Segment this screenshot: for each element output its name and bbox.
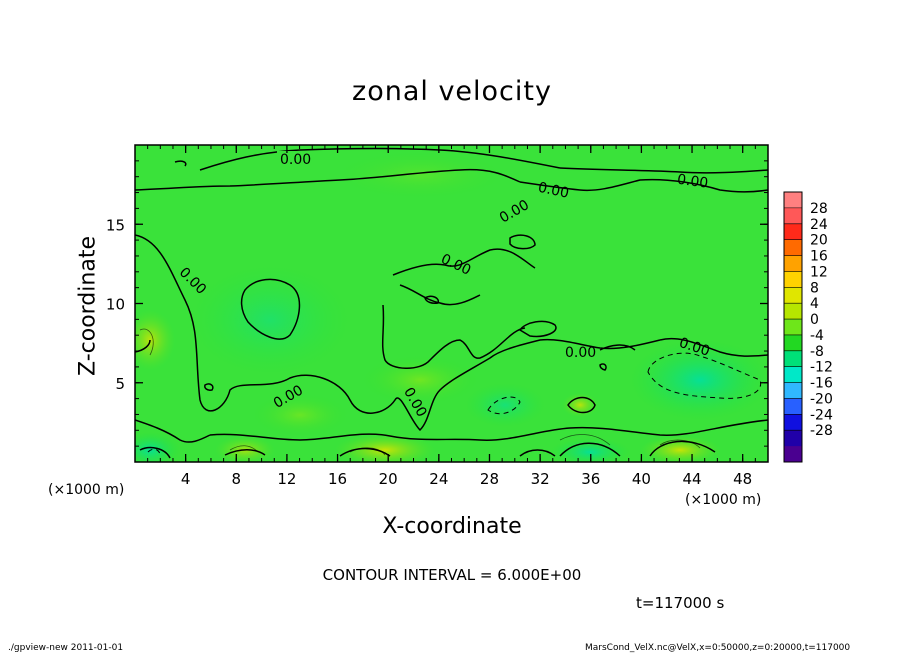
y-tick-label: 5 (115, 375, 125, 393)
colorbar-label: -8 (810, 344, 824, 360)
contour-label: 0.00 (676, 172, 709, 192)
colorbar-swatch (784, 192, 802, 209)
x-tick-label: 4 (181, 470, 191, 488)
x-tick-label: 16 (328, 470, 347, 488)
colorbar-label: -12 (810, 360, 833, 376)
colorbar-swatch (784, 239, 802, 257)
colorbar-label: 12 (810, 264, 828, 280)
colorbar-swatch (784, 319, 802, 336)
colorbar-label: 20 (810, 233, 828, 249)
x-tick-label: 40 (632, 470, 651, 488)
colorbar-label: 28 (810, 201, 828, 217)
x-tick-label: 48 (733, 470, 752, 488)
x-tick-label: 28 (480, 470, 499, 488)
colorbar-swatch (784, 287, 802, 304)
colorbar-swatch (784, 414, 802, 431)
x-tick-label: 20 (379, 470, 398, 488)
contour-label: 0.00 (280, 152, 311, 168)
colorbar-swatch (784, 446, 802, 463)
contour-label: 0.00 (537, 180, 571, 202)
z-unit-label: (×1000 m) (48, 482, 125, 498)
colorbar-swatch (784, 303, 802, 320)
negative-contours (147, 352, 762, 455)
x-tick-label: 12 (277, 470, 296, 488)
chart-title: zonal velocity (352, 76, 552, 107)
y-tick-label: 10 (106, 296, 125, 314)
colorbar-label: 4 (810, 296, 819, 312)
colorbar-swatch (784, 430, 802, 447)
colorbar-label: 0 (810, 312, 819, 328)
x-unit-label: (×1000 m) (685, 492, 762, 508)
time-label: t=117000 s (636, 594, 725, 612)
colorbar-swatch (784, 271, 802, 288)
y-axis-label: Z-coordinate (75, 236, 101, 376)
y-tick-label: 15 (106, 216, 125, 234)
footer-program: ./gpview-new 2011-01-01 (8, 643, 124, 653)
colorbar-label: 8 (810, 280, 819, 296)
x-tick-label: 36 (581, 470, 600, 488)
x-tick-label: 44 (682, 470, 701, 488)
colorbar-swatch (784, 334, 802, 352)
colorbar-label: 24 (810, 217, 828, 233)
x-axis-label: X-coordinate (382, 514, 522, 539)
colorbar-swatch (784, 350, 802, 368)
colorbar-label: -24 (810, 407, 833, 423)
contour-label: 0.00 (565, 345, 596, 361)
colorbar-frame (783, 191, 803, 463)
x-tick-label: 8 (232, 470, 242, 488)
colorbar-label: -16 (810, 376, 833, 392)
colorbar-label: -20 (810, 391, 833, 407)
colorbar-label: 16 (810, 249, 828, 265)
footer-source: MarsCond_VelX.nc@VelX,x=0:50000,z=0:2000… (585, 643, 851, 653)
colorbar-swatch (784, 207, 802, 225)
colorbar-label: -28 (810, 423, 833, 439)
colorbar-label: -4 (810, 328, 824, 344)
colorbar-swatch (784, 398, 802, 415)
colorbar-swatch (784, 223, 802, 241)
x-tick-label: 24 (429, 470, 448, 488)
velocity-field (135, 145, 768, 462)
contour-interval-note: CONTOUR INTERVAL = 6.000E+00 (322, 566, 582, 584)
colorbar-swatch (784, 382, 802, 399)
colorbar-swatch (784, 366, 802, 384)
colorbar-swatch (784, 255, 802, 272)
x-tick-label: 32 (531, 470, 550, 488)
